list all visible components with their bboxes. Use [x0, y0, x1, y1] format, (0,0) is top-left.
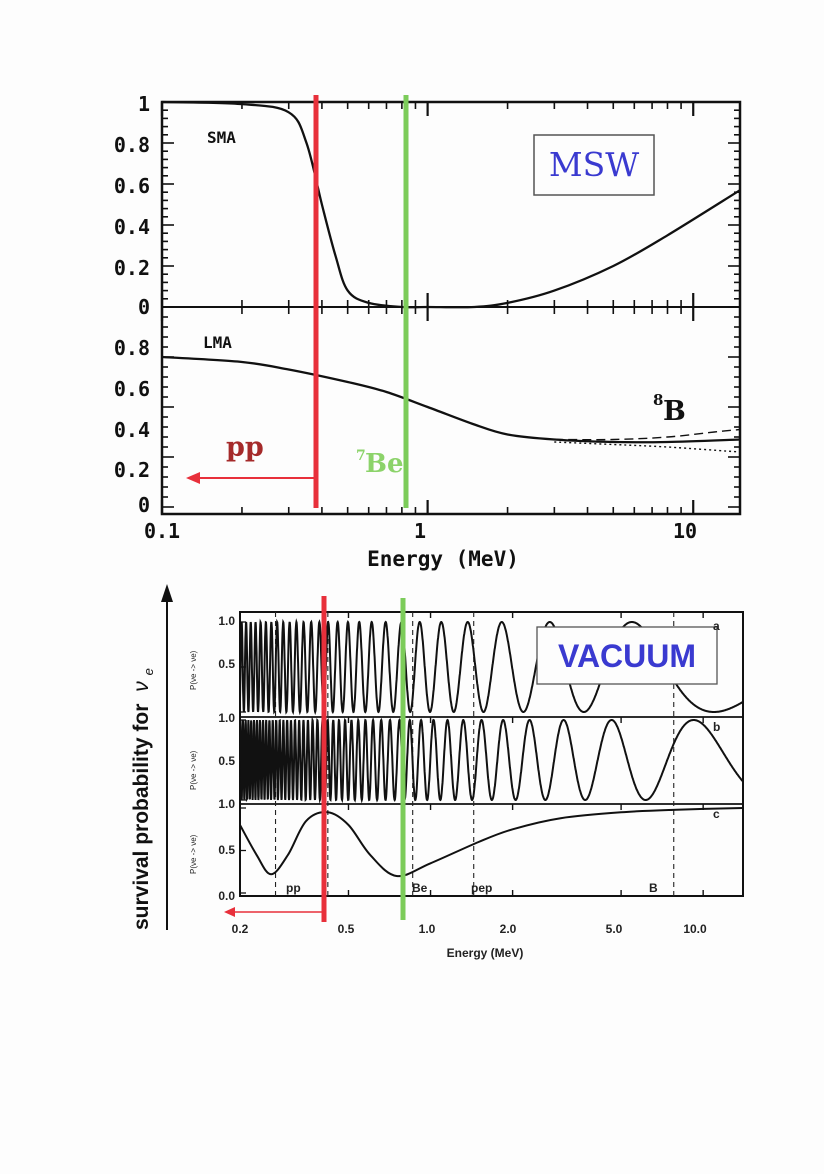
bx-tick-0.2: 0.2: [232, 922, 249, 936]
pp-arrow-head: [186, 472, 200, 484]
lma-dotted-curve: [554, 441, 741, 453]
up-arrow: [161, 584, 173, 930]
lma-dashed-curve: [554, 428, 741, 441]
source-b-label: B: [649, 881, 658, 895]
panel-c-ylabel: P(νe -> νe): [189, 834, 198, 874]
pp-label: pp: [226, 432, 264, 463]
lma-label: LMA: [203, 333, 232, 352]
c-y-tick-0.5: 0.5: [218, 843, 235, 857]
vacuum-box-frame: [536, 626, 718, 685]
c-y-tick-0.0: 0.0: [218, 889, 235, 903]
pp-arrow: [186, 472, 315, 484]
sma-y-tick-0.6: 0.6: [114, 174, 150, 198]
b8-text: B: [663, 396, 686, 427]
be7-text: Be: [365, 449, 404, 479]
be7-superscript: 7: [356, 448, 366, 464]
bx-tick-5.0: 5.0: [606, 922, 623, 936]
vacuum-chart: VACUUM a b c 1.0 0.5 1.0 0.5 1.0 0.5 0.0…: [189, 596, 744, 960]
panel-b-ylabel: P(νe -> νe): [189, 750, 198, 790]
a-y-tick-1.0: 1.0: [218, 614, 235, 628]
vacuum-box: VACUUM: [536, 626, 718, 685]
source-pp-label: pp: [286, 881, 301, 895]
msw-box: MSW: [533, 134, 655, 196]
msw-tick-labels: 1 0.8 0.6 0.4 0.2 0 0.8 0.6 0.4 0.2 0 0.…: [114, 92, 697, 571]
panel-b-letter: b: [713, 720, 720, 734]
lma-y-tick-0.6: 0.6: [114, 377, 150, 401]
msw-box-frame: [533, 134, 655, 196]
survival-probability-label: survival probability for ν e: [130, 668, 156, 930]
sma-y-tick-1: 1: [138, 92, 150, 116]
panel-a-ylabel: P(νe -> νe): [189, 650, 198, 690]
bx-tick-1.0: 1.0: [419, 922, 436, 936]
b-y-tick-1.0: 1.0: [218, 711, 235, 725]
vacuum-x-axis-title: Energy (MeV): [447, 946, 524, 960]
sma-y-tick-0.2: 0.2: [114, 256, 150, 280]
lma-curve: [161, 355, 741, 444]
be7-label: 7 Be: [356, 448, 404, 479]
msw-chart: SMA LMA MSW 8 B pp 7 Be 1 0.8: [114, 92, 742, 571]
sma-curve: [161, 100, 741, 309]
b-y-tick-0.5: 0.5: [218, 754, 235, 768]
vacuum-pp-arrow-head: [224, 907, 235, 917]
panel-b-ylabel-text: P(νe -> νe): [189, 750, 198, 790]
msw-curves: [161, 100, 741, 453]
vacuum-pp-arrow: [224, 907, 322, 917]
bx-tick-10.0: 10.0: [683, 922, 707, 936]
msw-box-label: MSW: [549, 145, 639, 184]
survival-probability-text: survival probability for ν e: [130, 668, 156, 930]
sma-y-tick-0: 0: [138, 295, 150, 319]
lma-y-tick-0.8: 0.8: [114, 336, 150, 360]
b8-superscript: 8: [653, 391, 663, 409]
source-be-label: Be: [412, 881, 428, 895]
msw-x-axis-title: Energy (MeV): [367, 547, 519, 571]
b8-label: 8 B: [653, 391, 686, 427]
x-tick-0.1: 0.1: [144, 519, 180, 543]
msw-tick-marks: [160, 101, 740, 514]
bx-tick-0.5: 0.5: [338, 922, 355, 936]
bx-tick-2.0: 2.0: [500, 922, 517, 936]
vacuum-curve-b: [239, 716, 744, 804]
lma-y-tick-0.4: 0.4: [114, 418, 150, 442]
panel-a-ylabel-text: P(νe -> νe): [189, 650, 198, 690]
lma-y-tick-0: 0: [138, 493, 150, 517]
c-y-tick-1.0: 1.0: [218, 797, 235, 811]
nu-symbol: ν: [130, 681, 153, 692]
panel-c-ylabel-text: P(νe -> νe): [189, 834, 198, 874]
nu-subscript: e: [141, 668, 156, 675]
source-pep-label: pep: [471, 881, 492, 895]
panel-c-letter: c: [713, 807, 720, 821]
survival-probability-phrase: survival probability for: [130, 704, 153, 930]
panel-a-letter: a: [713, 619, 720, 633]
lma-y-tick-0.2: 0.2: [114, 458, 150, 482]
sma-label: SMA: [207, 128, 236, 147]
x-tick-1: 1: [414, 519, 426, 543]
sma-y-tick-0.8: 0.8: [114, 133, 150, 157]
vacuum-box-label: VACUUM: [558, 638, 696, 674]
a-y-tick-0.5: 0.5: [218, 657, 235, 671]
vacuum-curve-c: [239, 807, 744, 878]
sma-y-tick-0.4: 0.4: [114, 215, 150, 239]
x-tick-10: 10: [673, 519, 697, 543]
up-arrow-head: [161, 584, 173, 602]
